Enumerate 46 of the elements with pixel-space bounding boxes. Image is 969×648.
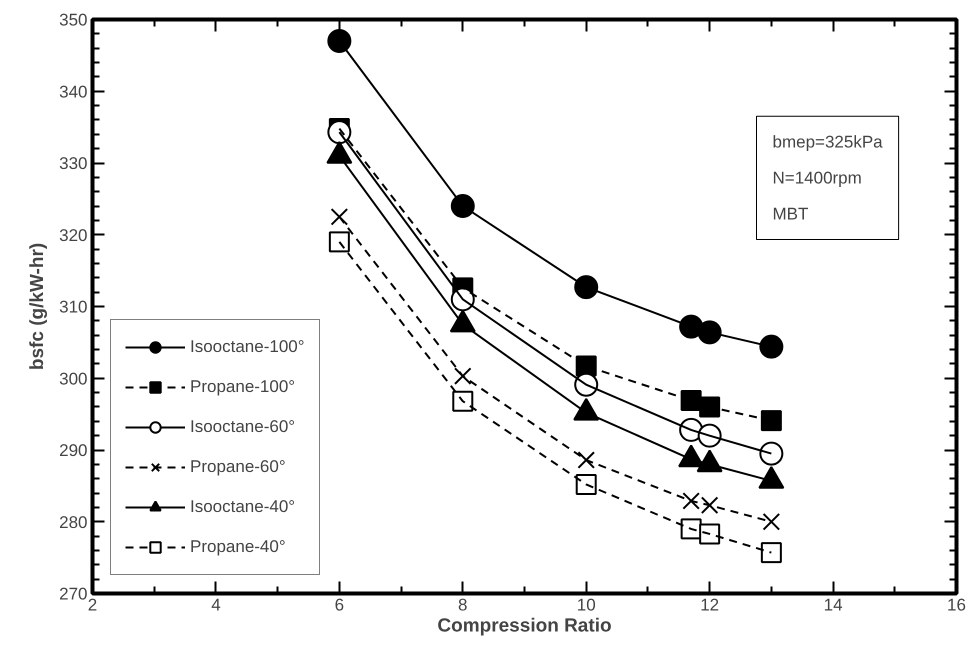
y-tick-label: 320 [59, 226, 88, 245]
x-tick-label: 10 [576, 596, 596, 614]
point [698, 320, 722, 344]
y-tick-label: 270 [59, 584, 88, 604]
x-tick-label: 2 [88, 596, 98, 614]
y-tick-label: 330 [59, 154, 88, 173]
x-tick-label: 6 [334, 596, 344, 614]
point [759, 334, 784, 359]
x-tick-label: 14 [824, 596, 843, 614]
y-tick-label: 310 [59, 298, 88, 316]
point [330, 208, 348, 226]
point [454, 367, 472, 385]
point [574, 275, 598, 300]
point [576, 474, 597, 495]
legend-label: Isooctane-100° [190, 337, 305, 357]
annotation: N=1400rpm [772, 168, 862, 188]
point [328, 231, 350, 252]
point [450, 194, 475, 218]
point [577, 451, 595, 469]
y-axis-title: bsfc (g/kW-hr) [27, 242, 48, 370]
point [760, 542, 782, 564]
point [700, 496, 718, 514]
legend-label: Propane-60° [190, 457, 286, 477]
legend-label: Isooctane-60° [190, 417, 296, 437]
point [682, 492, 700, 510]
point [327, 29, 352, 54]
legend-label: Isooctane-40° [190, 497, 296, 517]
x-tick-label: 16 [947, 596, 966, 614]
point [699, 396, 720, 418]
point [760, 410, 782, 432]
y-tick-label: 280 [59, 512, 88, 532]
point [762, 512, 780, 531]
annotation: bmep=325kPa [772, 132, 884, 152]
point [699, 523, 720, 544]
y-tick-label: 300 [59, 369, 88, 388]
legend-label: Propane-100° [190, 377, 296, 397]
y-tick-label: 350 [59, 10, 88, 30]
point [452, 390, 474, 412]
x-tick-label: 8 [458, 596, 468, 614]
y-tick-label: 290 [59, 441, 88, 460]
annotation: MBT [772, 204, 808, 224]
x-tick-label: 12 [700, 596, 720, 614]
y-tick-label: 340 [59, 82, 88, 102]
x-axis-title: Compression Ratio [437, 616, 612, 636]
legend-label: Propane-40° [190, 537, 286, 557]
x-tick-label: 4 [211, 596, 221, 614]
